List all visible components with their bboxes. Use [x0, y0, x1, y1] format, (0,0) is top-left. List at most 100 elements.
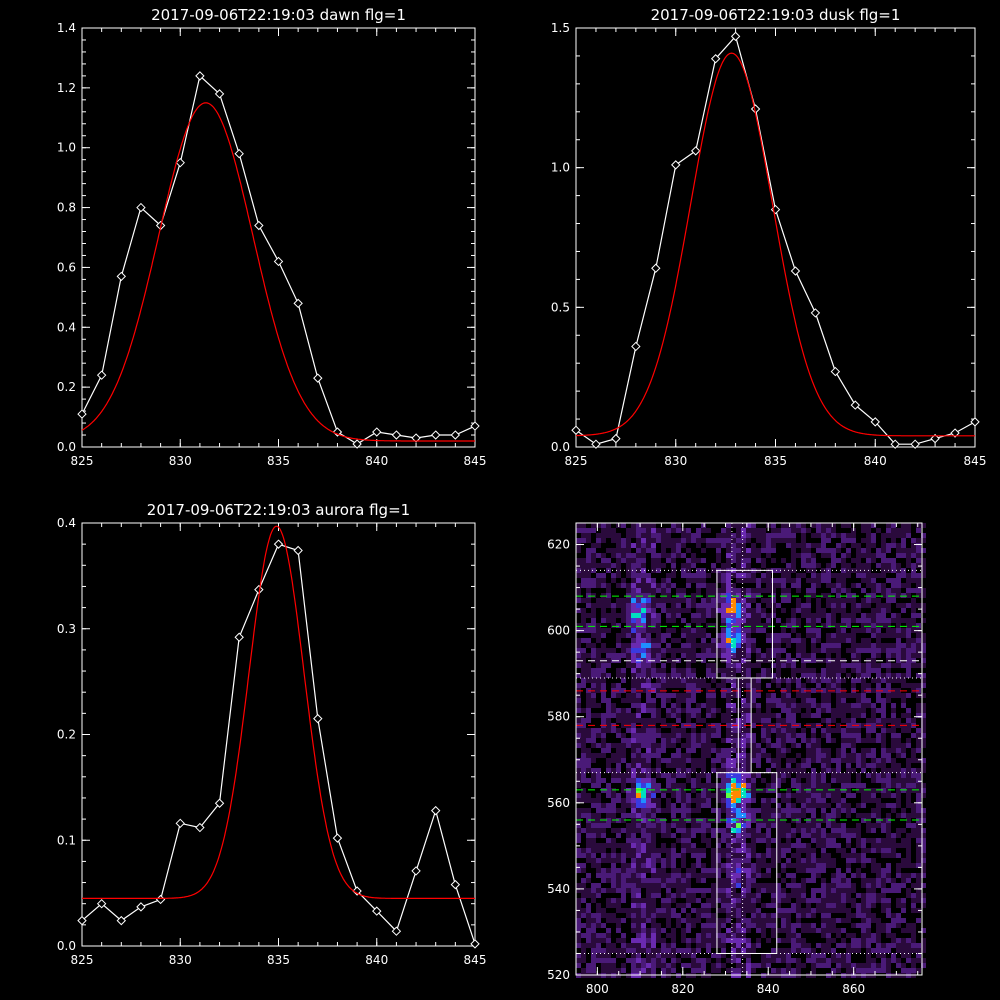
heatmap-cell [626, 543, 631, 548]
heatmap-cell [661, 593, 666, 598]
y-tick-label: 1.0 [57, 141, 76, 155]
heatmap-cell [891, 558, 896, 563]
heatmap-cell [651, 673, 656, 678]
heatmap-cell [581, 528, 586, 533]
heatmap-cell [796, 653, 801, 658]
heatmap-cell [616, 708, 621, 713]
heatmap-cell [616, 568, 621, 573]
heatmap-cell [766, 918, 771, 923]
heatmap-cell [851, 753, 856, 758]
heatmap-cell [771, 913, 776, 918]
heatmap-cell [671, 548, 676, 553]
heatmap-cell [586, 968, 591, 973]
heatmap-cell [621, 633, 626, 638]
heatmap-cell [841, 553, 846, 558]
heatmap-cell [726, 613, 731, 618]
heatmap-cell [801, 603, 806, 608]
heatmap-cell [706, 538, 711, 543]
heatmap-cell [591, 563, 596, 568]
heatmap-cell [616, 858, 621, 863]
heatmap-cell [866, 623, 871, 628]
heatmap-cell [841, 918, 846, 923]
heatmap-cell [726, 968, 731, 973]
heatmap-cell [886, 958, 891, 963]
heatmap-cell [891, 613, 896, 618]
heatmap-cell [846, 943, 851, 948]
heatmap-cell [591, 653, 596, 658]
heatmap-cell [666, 968, 671, 973]
heatmap-cell [686, 758, 691, 763]
heatmap-cell [606, 918, 611, 923]
heatmap-cell [626, 648, 631, 653]
heatmap-cell [661, 683, 666, 688]
heatmap-cell [896, 593, 901, 598]
heatmap-cell [676, 828, 681, 833]
heatmap-cell [831, 613, 836, 618]
heatmap-cell [761, 653, 766, 658]
heatmap-cell [731, 898, 736, 903]
heatmap-cell [691, 728, 696, 733]
heatmap-cell [766, 848, 771, 853]
heatmap-cell [886, 828, 891, 833]
heatmap-cell [676, 763, 681, 768]
heatmap-cell [746, 798, 751, 803]
heatmap-cell [696, 578, 701, 583]
heatmap-cell [706, 613, 711, 618]
heatmap-cell [701, 618, 706, 623]
y-tick-label: 0.3 [57, 622, 76, 636]
heatmap-cell [681, 848, 686, 853]
heatmap-cell [756, 613, 761, 618]
heatmap-cell [846, 898, 851, 903]
heatmap-cell [606, 748, 611, 753]
heatmap-cell [651, 893, 656, 898]
heatmap-cell [891, 653, 896, 658]
heatmap-cell [791, 793, 796, 798]
heatmap-cell [761, 588, 766, 593]
heatmap-cell [841, 963, 846, 968]
heatmap-cell [751, 698, 756, 703]
heatmap-cell [631, 693, 636, 698]
heatmap-cell [891, 758, 896, 763]
heatmap-cell [801, 763, 806, 768]
heatmap-cell [646, 888, 651, 893]
heatmap-cell [901, 568, 906, 573]
heatmap-cell [786, 883, 791, 888]
heatmap-cell [761, 538, 766, 543]
heatmap-cell [811, 748, 816, 753]
heatmap-cell [856, 773, 861, 778]
heatmap-cell [896, 788, 901, 793]
heatmap-cell [601, 573, 606, 578]
heatmap-cell [771, 693, 776, 698]
heatmap-cell [676, 918, 681, 923]
heatmap-cell [656, 848, 661, 853]
heatmap-cell [861, 528, 866, 533]
heatmap-cell [641, 918, 646, 923]
heatmap-cell [601, 523, 606, 528]
heatmap-cell [731, 773, 736, 778]
heatmap-cell [841, 533, 846, 538]
heatmap-cell [636, 673, 641, 678]
heatmap-cell [596, 923, 601, 928]
heatmap-cell [671, 598, 676, 603]
heatmap-cell [876, 923, 881, 928]
heatmap-cell [776, 968, 781, 973]
heatmap-cell [656, 588, 661, 593]
heatmap-cell [801, 673, 806, 678]
heatmap-cell [761, 608, 766, 613]
data-point-diamond [631, 341, 641, 352]
heatmap-cell [871, 768, 876, 773]
heatmap-cell [821, 648, 826, 653]
heatmap-cell [776, 913, 781, 918]
heatmap-cell [836, 943, 841, 948]
heatmap-cell [906, 938, 911, 943]
heatmap-cell [881, 753, 886, 758]
heatmap-cell [591, 918, 596, 923]
heatmap-cell [726, 558, 731, 563]
heatmap-cell [826, 698, 831, 703]
heatmap-cell [806, 868, 811, 873]
heatmap-cell [646, 603, 651, 608]
heatmap-cell [666, 833, 671, 838]
heatmap-cell [651, 923, 656, 928]
heatmap-cell [671, 863, 676, 868]
heatmap-cell [591, 758, 596, 763]
